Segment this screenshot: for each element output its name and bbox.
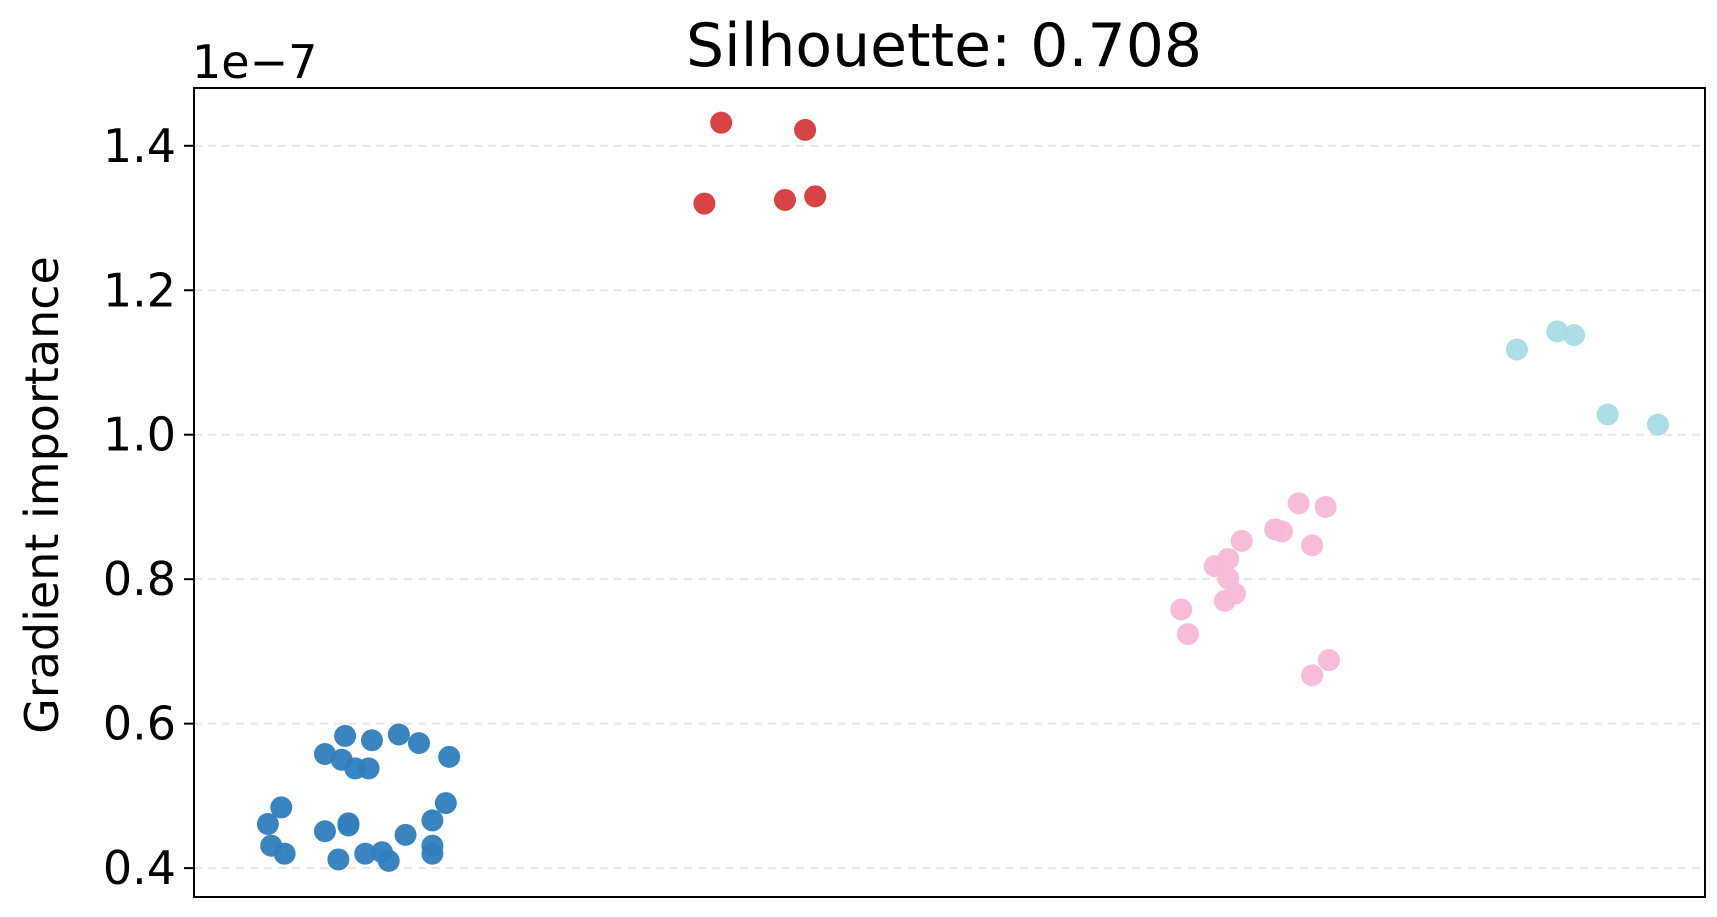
data-point bbox=[794, 118, 817, 141]
data-point bbox=[407, 732, 430, 755]
data-point bbox=[256, 813, 279, 836]
data-point bbox=[1217, 547, 1240, 570]
data-point bbox=[1596, 403, 1619, 426]
data-point bbox=[1546, 320, 1569, 343]
data-point bbox=[1317, 649, 1340, 672]
data-point bbox=[710, 111, 733, 134]
plot-frame bbox=[193, 87, 1706, 898]
data-point bbox=[1314, 495, 1337, 518]
y-tick-label: 1.4 bbox=[103, 119, 176, 173]
data-point bbox=[1287, 492, 1310, 515]
data-point bbox=[387, 723, 410, 746]
data-point bbox=[1301, 534, 1324, 557]
y-tick-label: 0.8 bbox=[103, 552, 176, 606]
y-tick-label: 1.2 bbox=[103, 263, 176, 317]
data-point bbox=[1223, 582, 1246, 605]
data-point bbox=[1301, 664, 1324, 687]
data-point bbox=[360, 729, 383, 752]
data-point bbox=[334, 724, 357, 747]
data-point bbox=[344, 757, 367, 780]
data-point bbox=[313, 742, 336, 765]
y-tick-label: 1.0 bbox=[103, 408, 176, 462]
data-point bbox=[1646, 413, 1669, 436]
data-point bbox=[270, 796, 293, 819]
data-point bbox=[438, 745, 461, 768]
data-point bbox=[1176, 623, 1199, 646]
y-tick-label: 0.4 bbox=[103, 841, 176, 895]
data-point bbox=[337, 814, 360, 837]
data-point bbox=[1270, 520, 1293, 543]
data-point bbox=[804, 185, 827, 208]
data-point bbox=[394, 823, 417, 846]
y-axis-label: Gradient importance bbox=[15, 256, 69, 734]
data-point bbox=[773, 188, 796, 211]
y-tick-label: 0.6 bbox=[103, 697, 176, 751]
data-points bbox=[256, 111, 1669, 872]
data-point bbox=[1170, 598, 1193, 621]
data-point bbox=[434, 792, 457, 815]
chart-title: Silhouette: 0.708 bbox=[686, 11, 1202, 81]
y-axis-offset-label: 1e−7 bbox=[192, 35, 317, 89]
data-point bbox=[377, 849, 400, 872]
data-point bbox=[1230, 529, 1253, 552]
grid-lines bbox=[194, 144, 1705, 870]
data-point bbox=[313, 820, 336, 843]
data-point bbox=[354, 842, 377, 865]
data-point bbox=[1505, 338, 1528, 361]
data-point bbox=[693, 192, 716, 215]
data-point bbox=[421, 842, 444, 865]
data-point bbox=[421, 809, 444, 832]
data-point bbox=[1563, 324, 1586, 347]
y-axis: 0.4 0.6 0.8 1.0 1.2 1.4 bbox=[103, 119, 194, 895]
data-point bbox=[327, 848, 350, 871]
data-point bbox=[273, 842, 296, 865]
